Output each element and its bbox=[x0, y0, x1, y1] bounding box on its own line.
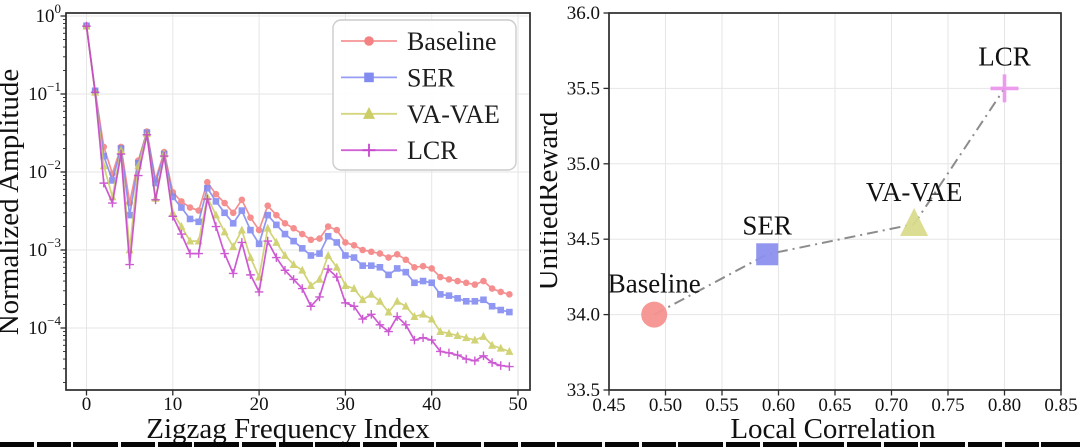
svg-text:34.0: 34.0 bbox=[567, 305, 600, 326]
svg-text:0.75: 0.75 bbox=[931, 395, 964, 416]
right-axis-ticks bbox=[603, 12, 1062, 396]
left-x-tick-labels: 0 10 20 30 40 50 bbox=[82, 394, 528, 415]
right-x-tick-labels: 0.45 0.50 0.55 0.60 0.65 0.70 0.75 0.80 0.85 bbox=[592, 395, 1077, 416]
svg-text:0.80: 0.80 bbox=[988, 395, 1021, 416]
tradeoff-figure: Baseline SER VA-VAE LCR 0.45 0.50 0.55 0.60 0.65… bbox=[532, 0, 1080, 447]
point-label-lcr: LCR bbox=[978, 41, 1031, 71]
legend: Baseline SER VA-VAE LCR bbox=[332, 19, 517, 171]
svg-text:10: 10 bbox=[163, 394, 182, 415]
cropped-caption-strip bbox=[0, 442, 1080, 447]
left-x-axis-label: Zigzag Frequency Index bbox=[146, 413, 430, 445]
svg-text:10−3: 10−3 bbox=[28, 235, 61, 261]
svg-text:50: 50 bbox=[509, 394, 528, 415]
svg-text:40: 40 bbox=[422, 394, 441, 415]
svg-text:10−2: 10−2 bbox=[28, 157, 61, 183]
legend-item-lcr: LCR bbox=[341, 136, 458, 165]
svg-text:34.5: 34.5 bbox=[567, 229, 600, 250]
legend-item-va-vae: VA-VAE bbox=[341, 100, 500, 129]
svg-text:0.85: 0.85 bbox=[1044, 395, 1077, 416]
left-y-tick-labels: 100 10−1 10−2 10−3 10−4 bbox=[28, 1, 61, 339]
svg-text:35.0: 35.0 bbox=[567, 154, 600, 175]
right-x-axis-label: Local Correlation bbox=[730, 413, 936, 445]
legend-label-lcr: LCR bbox=[407, 136, 458, 165]
legend-box bbox=[332, 19, 517, 171]
point-lcr: LCR bbox=[978, 41, 1031, 103]
legend-label-ser: SER bbox=[407, 63, 455, 92]
point-label-baseline: Baseline bbox=[608, 269, 701, 299]
right-plot-frame bbox=[608, 12, 1062, 391]
svg-text:0.60: 0.60 bbox=[762, 395, 795, 416]
point-label-ser: SER bbox=[742, 210, 792, 240]
spectrum-figure: 0 10 20 30 40 50 100 10−1 10−2 10−3 10−4 Zigzag Fre… bbox=[0, 1, 531, 445]
right-y-axis-label: UnifiedReward bbox=[540, 111, 564, 290]
tradeoff-chart-svg: Baseline SER VA-VAE LCR 0.45 0.50 0.55 0.60 0.65… bbox=[532, 3, 1078, 445]
left-gridlines bbox=[66, 13, 530, 390]
legend-label-baseline: Baseline bbox=[407, 27, 497, 56]
svg-text:100: 100 bbox=[36, 1, 62, 27]
svg-text:0.65: 0.65 bbox=[818, 395, 851, 416]
legend-item-ser: SER bbox=[341, 63, 455, 92]
svg-text:0.50: 0.50 bbox=[649, 395, 682, 416]
svg-text:0.45: 0.45 bbox=[592, 395, 625, 416]
point-label-va-vae: VA-VAE bbox=[866, 177, 963, 207]
point-va-vae: VA-VAE bbox=[866, 177, 963, 237]
legend-item-baseline: Baseline bbox=[341, 27, 497, 56]
left-y-axis-label: Normalized Amplitude bbox=[0, 69, 25, 336]
svg-text:33.5: 33.5 bbox=[567, 380, 600, 401]
point-baseline: Baseline bbox=[608, 269, 701, 328]
right-y-tick-labels: 33.5 34.0 34.5 35.0 35.5 36.0 bbox=[567, 3, 600, 401]
left-plot-frame bbox=[65, 12, 531, 391]
point-ser: SER bbox=[742, 210, 792, 266]
svg-text:30: 30 bbox=[336, 394, 355, 415]
spectrum-chart-svg: 0 10 20 30 40 50 100 10−1 10−2 10−3 10−4 Zigzag Fre… bbox=[0, 1, 531, 445]
svg-text:0.55: 0.55 bbox=[705, 395, 738, 416]
svg-text:20: 20 bbox=[250, 394, 269, 415]
series-lcr bbox=[82, 21, 514, 371]
legend-label-va-vae: VA-VAE bbox=[407, 100, 500, 129]
svg-text:0.70: 0.70 bbox=[875, 395, 908, 416]
svg-text:10−4: 10−4 bbox=[28, 313, 61, 339]
svg-text:10−1: 10−1 bbox=[28, 79, 61, 105]
svg-text:36.0: 36.0 bbox=[567, 3, 600, 24]
svg-text:0: 0 bbox=[82, 394, 92, 415]
svg-text:35.5: 35.5 bbox=[567, 78, 600, 99]
